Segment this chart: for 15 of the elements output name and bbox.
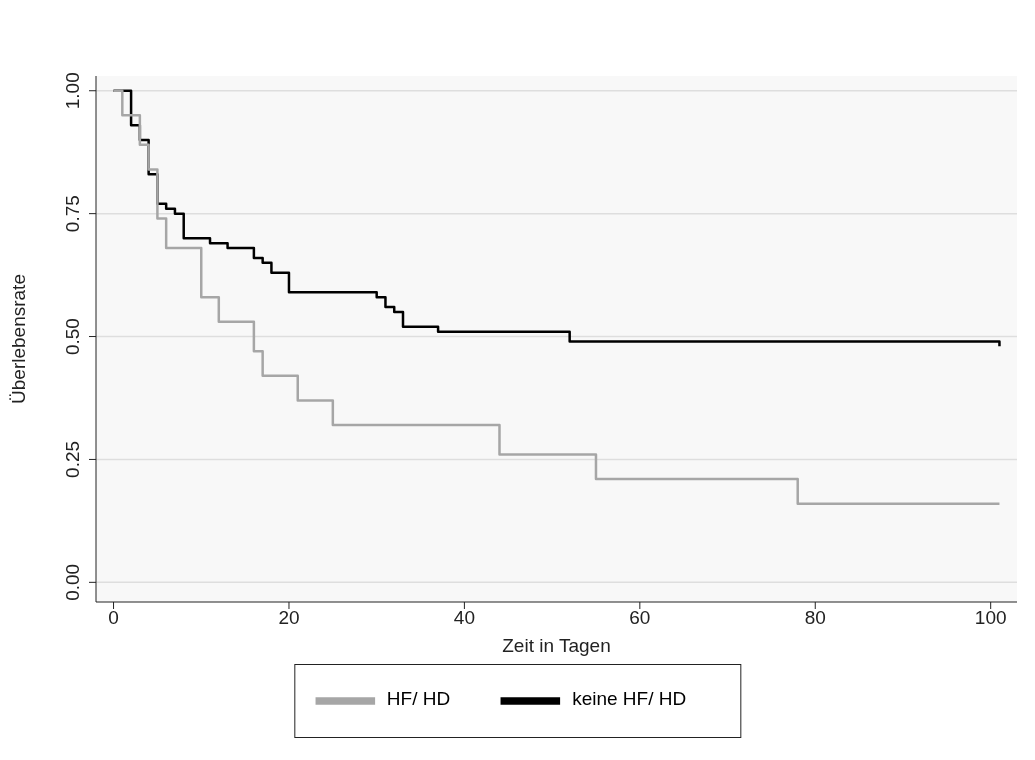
x-tick-label: 20	[278, 607, 300, 629]
x-tick-label: 40	[453, 607, 475, 629]
x-tick-label: 100	[974, 607, 1007, 629]
y-tick-label: 1.00	[62, 72, 83, 110]
y-axis-title: Überlebensrate	[7, 274, 29, 404]
x-tick-label: 60	[629, 607, 651, 629]
y-tick-label: 0.75	[62, 195, 83, 233]
x-tick-label: 80	[804, 607, 826, 629]
y-tick-label: 0.50	[62, 318, 83, 356]
y-tick-label: 0.25	[62, 440, 83, 478]
y-tick-label: 0.00	[62, 563, 83, 601]
x-tick-label: 0	[108, 607, 119, 629]
x-axis-title: Zeit in Tagen	[502, 635, 611, 656]
legend-label: HF/ HD	[386, 687, 451, 709]
legend-label: keine HF/ HD	[572, 687, 687, 709]
